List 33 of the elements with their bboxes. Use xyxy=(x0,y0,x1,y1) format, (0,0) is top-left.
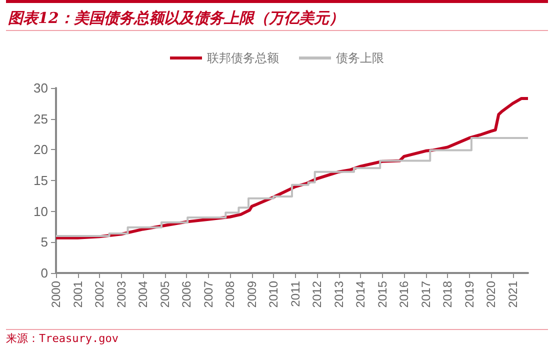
x-tick-label: 2011 xyxy=(288,280,302,307)
x-tick-label: 2016 xyxy=(397,280,412,308)
y-tick-label: 0 xyxy=(40,266,48,280)
chart-title: 图表12：美国债务总额以及债务上限（万亿美元） xyxy=(6,0,548,31)
x-tick-label: 2012 xyxy=(310,280,324,308)
x-tick-label: 2006 xyxy=(180,280,194,308)
y-tick-label: 20 xyxy=(34,142,48,158)
legend-label: 联邦债务总额 xyxy=(207,51,279,65)
x-tick-label: 2007 xyxy=(201,280,216,308)
y-tick-label: 15 xyxy=(34,173,48,188)
source-note: 来源：Treasury.gov xyxy=(6,329,548,347)
x-tick-label: 2001 xyxy=(70,280,85,308)
x-tick-label: 2000 xyxy=(49,280,63,308)
x-tick-label: 2019 xyxy=(462,280,476,308)
y-tick-label: 25 xyxy=(34,111,48,126)
x-tick-label: 2018 xyxy=(440,280,455,308)
x-tick-label: 2013 xyxy=(332,280,346,308)
x-tick-label: 2010 xyxy=(266,280,281,308)
x-tick-label: 2020 xyxy=(484,280,498,308)
y-tick-label: 30 xyxy=(34,80,48,96)
x-tick-label: 2004 xyxy=(136,280,150,308)
x-tick-label: 2003 xyxy=(114,280,128,308)
y-tick-label: 10 xyxy=(34,204,48,219)
x-tick-label: 2014 xyxy=(354,280,368,308)
x-tick-label: 2002 xyxy=(92,280,106,308)
x-tick-label: 2015 xyxy=(375,280,390,308)
legend-label: 债务上限 xyxy=(336,51,384,65)
x-tick-label: 2005 xyxy=(158,280,172,308)
x-tick-label: 2008 xyxy=(223,280,238,308)
x-tick-label: 2009 xyxy=(244,280,259,308)
x-tick-label: 2017 xyxy=(418,280,433,308)
y-tick-label: 5 xyxy=(40,234,48,250)
x-tick-label: 2021 xyxy=(506,280,520,308)
